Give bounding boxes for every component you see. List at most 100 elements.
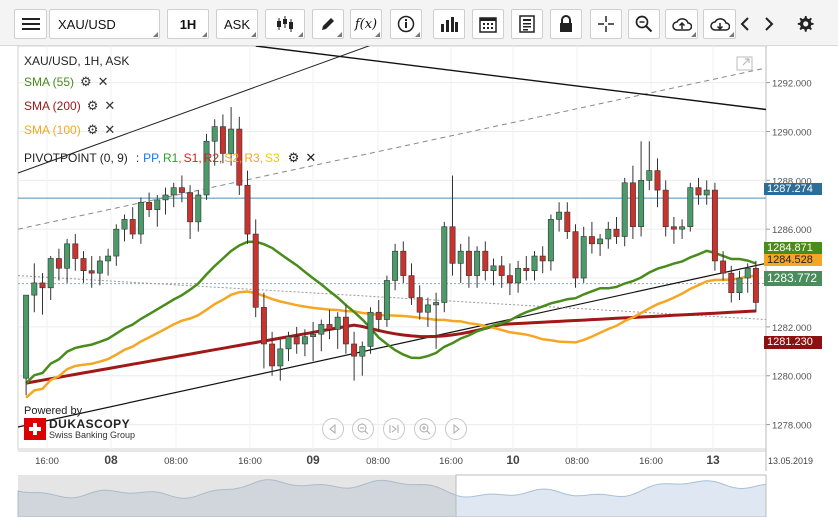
candle-body [654, 170, 661, 191]
x-tick-label: 16:00 [439, 456, 463, 467]
zoom-out-icon [357, 423, 369, 435]
candle-body [695, 187, 702, 196]
close-icon[interactable]: ✕ [305, 150, 317, 165]
candle-body [392, 250, 399, 281]
crosshair-button[interactable] [590, 9, 622, 39]
chart-type-button[interactable] [265, 9, 305, 39]
candle-body [203, 140, 210, 196]
pan-right-button[interactable] [445, 418, 467, 440]
info-button[interactable] [390, 9, 422, 39]
dropdown-corner-icon [251, 32, 256, 37]
gear-icon[interactable]: ⚙ [86, 122, 99, 137]
bar-chart-icon [441, 17, 458, 32]
function-label: f(x) [354, 16, 378, 32]
trend-line-resistance [255, 46, 767, 111]
y-tick-label: 1288.000 [772, 176, 812, 187]
candle-body [252, 233, 259, 308]
volume-button[interactable] [433, 9, 465, 39]
indicators-button[interactable]: f(x) [350, 9, 382, 39]
zoom-out-button[interactable] [352, 418, 374, 440]
reset-zoom-button[interactable] [383, 418, 405, 440]
navigator-window[interactable] [455, 474, 767, 517]
candle-body [301, 336, 308, 345]
close-icon[interactable]: ✕ [97, 74, 109, 89]
dropdown-corner-icon [202, 32, 207, 37]
price-chart[interactable]: 1278.0001280.0001282.0001284.0001286.000… [0, 46, 838, 517]
gear-icon[interactable]: ⚙ [287, 150, 300, 165]
upload-button[interactable] [665, 9, 698, 39]
gear-icon[interactable]: ⚙ [80, 74, 92, 89]
navigator-area [17, 479, 767, 517]
candle-body [375, 311, 382, 320]
zoom-in-button[interactable] [414, 418, 436, 440]
candle-body [646, 170, 653, 181]
download-button[interactable] [703, 9, 736, 39]
pan-left-button[interactable] [322, 418, 344, 440]
close-icon[interactable]: ✕ [104, 98, 116, 113]
legend-pivot-item: R3, [244, 151, 264, 165]
candle-body [129, 219, 136, 235]
candle-body [482, 250, 489, 272]
legend-sma55-label: SMA (55) [24, 75, 75, 89]
legend-pivot-item: S3 [265, 151, 280, 165]
hamburger-icon [21, 18, 40, 30]
y-tick-label: 1286.000 [772, 225, 812, 236]
candle-body [629, 182, 636, 228]
calendar-button[interactable] [472, 9, 504, 39]
candle-body [195, 194, 202, 223]
y-tick-label: 1280.000 [772, 372, 812, 383]
candle-body [556, 211, 563, 220]
x-tick-label: 10 [506, 453, 520, 467]
close-icon[interactable]: ✕ [104, 122, 116, 137]
candle-body [244, 184, 251, 235]
candle-body [285, 336, 292, 350]
plot-area [17, 46, 767, 450]
y-tick-label: 1292.000 [772, 79, 812, 90]
candle-body [498, 265, 505, 276]
candle-body [326, 324, 333, 330]
candle-body [23, 294, 30, 379]
candle-body [367, 311, 374, 347]
draw-tool-button[interactable] [312, 9, 344, 39]
candle-body [31, 282, 38, 296]
candle-body [457, 250, 464, 264]
powered-by-text: Powered by [24, 405, 83, 417]
candle-body [564, 211, 571, 232]
gear-icon[interactable]: ⚙ [86, 98, 99, 113]
scroll-left-button[interactable] [737, 9, 753, 39]
candle-body [187, 192, 194, 223]
brand-name: DUKASCOPY [49, 417, 131, 431]
lock-button[interactable] [550, 9, 582, 39]
price-label-sma100: 1284.528 [764, 254, 822, 266]
instrument-select[interactable]: XAU/USD [49, 9, 160, 39]
x-tick-label: 08:00 [565, 456, 589, 467]
report-button[interactable] [511, 9, 543, 39]
scroll-right-button[interactable] [761, 9, 777, 39]
zoom-button[interactable] [628, 9, 660, 39]
legend-pivot-item: PP, [143, 151, 161, 165]
dropdown-corner-icon [415, 32, 420, 37]
expand-button[interactable] [734, 54, 756, 74]
x-tick-label: 08 [104, 453, 118, 467]
calendar-icon [479, 17, 497, 33]
zoom-icon [635, 15, 653, 33]
candle-body [531, 255, 538, 272]
candle-body [670, 226, 677, 230]
candle-body [613, 228, 620, 237]
price-side-select[interactable]: ASK [216, 9, 258, 39]
settings-button[interactable] [794, 9, 816, 39]
chevron-left-icon [740, 17, 749, 31]
candle-body [465, 250, 472, 276]
candle-body [211, 126, 218, 142]
candle-body [80, 258, 87, 272]
candle-body [359, 346, 366, 357]
candle-body [137, 202, 144, 235]
candle-body [547, 219, 554, 262]
legend-sma200: SMA (200) ⚙ ✕ [24, 98, 115, 114]
candle-body [474, 250, 481, 276]
candle-body [605, 228, 612, 240]
period-select[interactable]: 1H [167, 9, 209, 39]
candle-body [39, 282, 46, 289]
menu-button[interactable] [14, 9, 47, 39]
cloud-download-icon [709, 18, 730, 31]
